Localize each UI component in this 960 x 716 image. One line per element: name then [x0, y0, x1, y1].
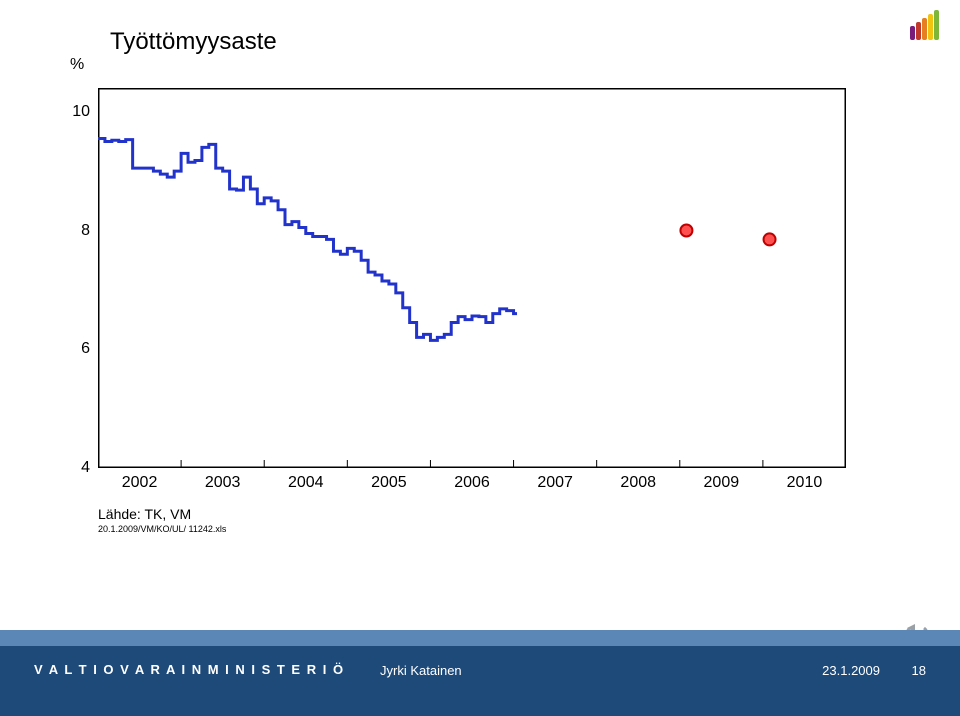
- ministry-logo-text: V A L T I O V A R A I N M I N I S T E R …: [34, 662, 345, 677]
- y-tick-label: 10: [72, 103, 90, 121]
- x-tick-label: 2002: [118, 474, 162, 492]
- x-tick-label: 2003: [201, 474, 245, 492]
- footer-date: 23.1.2009: [822, 663, 880, 678]
- y-tick-label: 6: [81, 340, 90, 358]
- footer-page-number: 18: [912, 663, 926, 678]
- line-chart-svg: [98, 88, 846, 468]
- y-tick-label: 8: [81, 222, 90, 240]
- chart-source-line2: 20.1.2009/VM/KO/UL/ 11242.xls: [98, 524, 226, 534]
- chart-plot-area: 4681020022003200420052006200720082009201…: [98, 88, 846, 468]
- x-tick-label: 2005: [367, 474, 411, 492]
- x-tick-label: 2010: [782, 474, 826, 492]
- x-tick-label: 2006: [450, 474, 494, 492]
- x-tick-label: 2004: [284, 474, 328, 492]
- slide: { "chart": { "type": "line", "title": "T…: [0, 0, 960, 716]
- chart-source-line1: Lähde: TK, VM: [98, 506, 191, 522]
- y-axis-percent-symbol: %: [70, 56, 84, 74]
- corner-logo-bars: [910, 6, 946, 40]
- x-tick-label: 2008: [616, 474, 660, 492]
- footer-dark-band: V A L T I O V A R A I N M I N I S T E R …: [0, 646, 960, 716]
- x-tick-label: 2007: [533, 474, 577, 492]
- y-tick-label: 4: [81, 459, 90, 477]
- chart-title: Työttömyysaste: [110, 28, 277, 56]
- x-tick-label: 2009: [699, 474, 743, 492]
- footer-author: Jyrki Katainen: [380, 663, 462, 678]
